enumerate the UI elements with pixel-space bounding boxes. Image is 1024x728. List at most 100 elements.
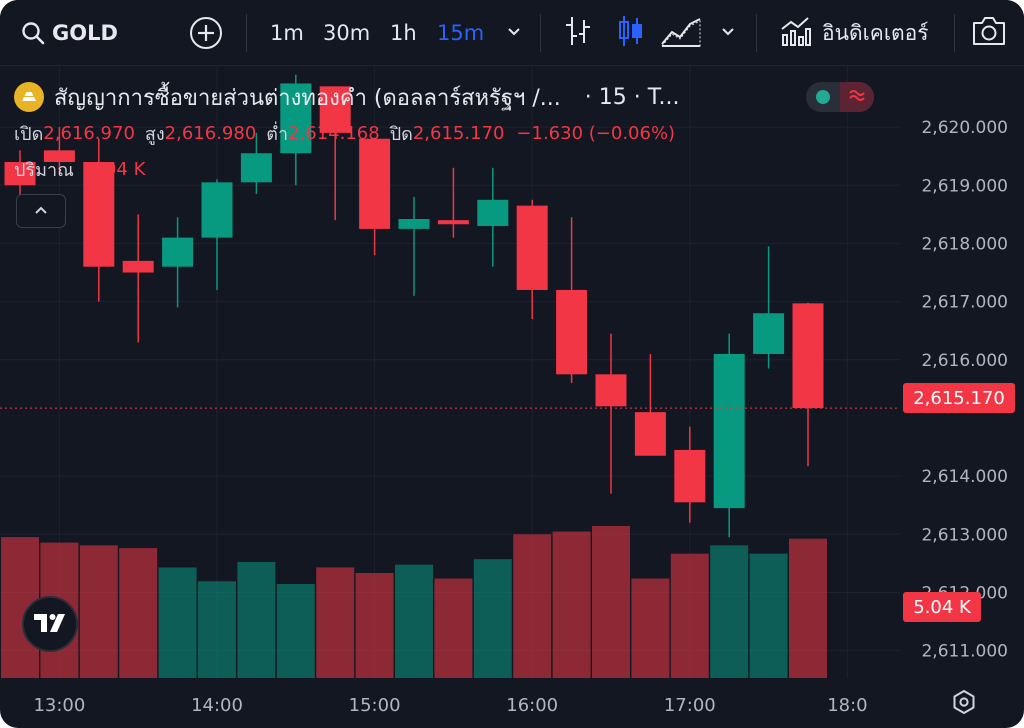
divider bbox=[756, 14, 757, 52]
ohlc-bars-icon bbox=[563, 14, 593, 52]
indicators-chart-icon bbox=[780, 15, 812, 51]
time-tick-label: 18:0 bbox=[827, 695, 867, 716]
price-tick-label: 2,613.000 bbox=[921, 525, 1008, 545]
timeframe-1m[interactable]: 1m bbox=[270, 0, 304, 66]
volume-bar bbox=[670, 553, 709, 678]
price-tick-label: 2,619.000 bbox=[921, 176, 1008, 196]
market-open-dot-icon bbox=[816, 90, 830, 104]
candle-body bbox=[713, 353, 745, 509]
low-label: ต่ำ bbox=[266, 123, 289, 145]
open-value: 2,616.970 bbox=[43, 122, 135, 144]
market-status-badge[interactable] bbox=[806, 82, 840, 112]
symbol-search[interactable]: GOLD bbox=[20, 0, 118, 66]
tradingview-logo-icon bbox=[33, 611, 67, 637]
volume-bar bbox=[710, 545, 749, 678]
legend-symbol-title: สัญญาการซื้อขายส่วนต่างทองคำ (ดอลลาร์สหร… bbox=[54, 85, 561, 111]
indicators-button[interactable]: อินดิเคเตอร์ bbox=[780, 0, 929, 66]
snapshot-button[interactable] bbox=[970, 0, 1008, 66]
symbol-legend[interactable]: สัญญาการซื้อขายส่วนต่างทองคำ (ดอลลาร์สหร… bbox=[14, 82, 680, 112]
area-style-button[interactable] bbox=[660, 0, 702, 66]
high-value: 2,616.980 bbox=[164, 122, 257, 144]
chevron-down-icon bbox=[505, 22, 523, 44]
volume-bar bbox=[434, 578, 473, 678]
price-tick-label: 2,620.000 bbox=[921, 118, 1008, 138]
candle-body bbox=[240, 153, 272, 183]
chart-settings-button[interactable] bbox=[948, 688, 980, 720]
candle-body bbox=[43, 150, 75, 162]
gear-icon bbox=[951, 689, 977, 719]
collapse-legend-button[interactable] bbox=[16, 194, 66, 228]
chevron-down-icon bbox=[719, 22, 737, 44]
volume-bar bbox=[592, 526, 630, 678]
candle-body bbox=[556, 289, 588, 375]
timeframe-1h[interactable]: 1h bbox=[390, 0, 417, 66]
divider bbox=[954, 14, 955, 52]
candle-body bbox=[595, 374, 627, 407]
last-volume-label: 5.04 K bbox=[903, 592, 981, 622]
divider bbox=[246, 14, 247, 52]
timeframe-15m[interactable]: 15m bbox=[437, 0, 484, 66]
timeframe-label: 15m bbox=[437, 21, 485, 45]
camera-icon bbox=[970, 15, 1008, 51]
close-label: ปิด bbox=[389, 123, 413, 145]
symbol-name: GOLD bbox=[52, 21, 118, 45]
volume-bar bbox=[395, 564, 433, 678]
candle-body bbox=[516, 205, 548, 290]
timeframe-30m[interactable]: 30m bbox=[323, 0, 370, 66]
candlestick-icon bbox=[617, 14, 645, 52]
timeframe-label: 1m bbox=[270, 21, 304, 45]
price-tick-label: 2,614.000 bbox=[921, 467, 1008, 487]
bar-style-button[interactable] bbox=[563, 0, 593, 66]
volume-bar bbox=[316, 567, 355, 678]
volume-bar bbox=[513, 534, 552, 678]
candles-style-button[interactable] bbox=[617, 0, 645, 66]
volume-legend: ปริมาณ 5.04 K bbox=[14, 155, 145, 183]
timeframe-label: 30m bbox=[323, 21, 371, 45]
price-chart[interactable]: 2,620.000 2,619.000 2,618.000 2,617.000 2,61… bbox=[0, 66, 1024, 728]
time-axis: 13:00 14:00 15:00 16:00 17:00 18:0 bbox=[33, 695, 867, 716]
volume-bar bbox=[631, 578, 670, 678]
candle-body bbox=[319, 86, 351, 133]
volume-bar bbox=[749, 553, 788, 678]
candles bbox=[4, 74, 824, 538]
volume-bar bbox=[789, 538, 827, 678]
tradingview-logo[interactable] bbox=[22, 596, 78, 652]
time-tick-label: 14:00 bbox=[191, 695, 243, 716]
top-toolbar: GOLD 1m 30m 1h 15m อินดิเคเต bbox=[0, 0, 1024, 66]
price-tick-label: 2,616.000 bbox=[921, 351, 1008, 371]
candle-body bbox=[634, 412, 666, 456]
price-axis: 2,620.000 2,619.000 2,618.000 2,617.000 2,61… bbox=[921, 118, 1008, 662]
time-tick-label: 15:00 bbox=[349, 695, 401, 716]
approx-wave-icon bbox=[848, 87, 866, 107]
candle-body bbox=[162, 237, 194, 267]
high-label: สูง bbox=[144, 123, 165, 145]
candle-body bbox=[201, 182, 233, 238]
candle-body bbox=[280, 83, 312, 154]
candle-body bbox=[477, 199, 509, 226]
change-value: −1.630 (−0.06%) bbox=[516, 122, 676, 144]
status-badges[interactable] bbox=[806, 82, 874, 112]
timeframe-label: 1h bbox=[390, 21, 417, 45]
low-value: 2,614.168 bbox=[288, 122, 380, 144]
gold-bars-icon bbox=[14, 82, 44, 112]
divider bbox=[540, 14, 541, 52]
candle-body bbox=[4, 161, 36, 186]
volume-value: 5.04 K bbox=[87, 158, 146, 180]
volume-bar bbox=[276, 584, 315, 678]
close-value: 2,615.170 bbox=[412, 122, 505, 144]
timeframe-dropdown[interactable] bbox=[505, 0, 523, 66]
candle-body bbox=[359, 138, 391, 229]
area-chart-icon bbox=[660, 14, 702, 52]
last-price-label: 2,615.170 bbox=[903, 383, 1015, 413]
price-tick-label: 2,618.000 bbox=[921, 234, 1008, 254]
search-icon bbox=[20, 20, 46, 46]
compare-add-button[interactable] bbox=[189, 0, 223, 66]
chart-type-dropdown[interactable] bbox=[719, 0, 737, 66]
volume-bar bbox=[158, 567, 197, 678]
candle-body bbox=[398, 219, 430, 229]
price-tick-label: 2,617.000 bbox=[921, 293, 1008, 313]
data-delay-badge[interactable] bbox=[840, 82, 874, 112]
volume-bar bbox=[237, 561, 276, 678]
time-tick-label: 13:00 bbox=[33, 695, 85, 716]
volume-bar bbox=[119, 548, 158, 678]
